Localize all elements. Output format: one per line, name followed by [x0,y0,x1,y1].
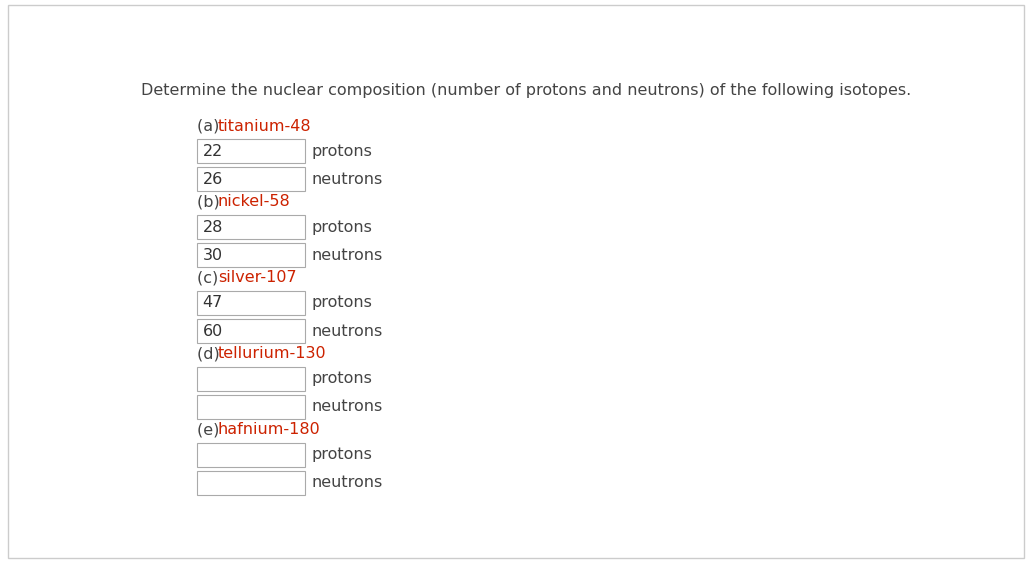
Text: Determine the nuclear composition (number of protons and neutrons) of the follow: Determine the nuclear composition (numbe… [141,83,911,98]
Text: 60: 60 [202,324,223,338]
FancyBboxPatch shape [197,319,305,343]
Text: neutrons: neutrons [312,324,383,338]
Text: protons: protons [312,144,373,159]
Text: 22: 22 [202,144,223,159]
Text: silver-107: silver-107 [218,270,296,285]
Text: neutrons: neutrons [312,475,383,490]
Text: neutrons: neutrons [312,248,383,263]
FancyBboxPatch shape [197,395,305,419]
Text: hafnium-180: hafnium-180 [218,422,321,437]
Text: (b): (b) [197,194,225,209]
Text: 28: 28 [202,220,223,235]
Text: 47: 47 [202,296,223,310]
Text: (c): (c) [197,270,223,285]
Text: neutrons: neutrons [312,400,383,414]
Text: protons: protons [312,220,373,235]
FancyBboxPatch shape [197,243,305,267]
Text: nickel-58: nickel-58 [218,194,291,209]
Text: neutrons: neutrons [312,172,383,187]
Text: (e): (e) [197,422,225,437]
Text: 26: 26 [202,172,223,187]
Text: protons: protons [312,296,373,310]
Text: 30: 30 [202,248,223,263]
FancyBboxPatch shape [197,367,305,391]
FancyBboxPatch shape [197,139,305,163]
Text: (d): (d) [197,346,225,361]
Text: protons: protons [312,372,373,386]
FancyBboxPatch shape [197,291,305,315]
FancyBboxPatch shape [197,471,305,495]
Text: titanium-48: titanium-48 [218,119,312,133]
FancyBboxPatch shape [197,215,305,239]
FancyBboxPatch shape [197,167,305,191]
Text: (a): (a) [197,119,225,133]
Text: protons: protons [312,447,373,462]
FancyBboxPatch shape [197,443,305,467]
Text: tellurium-130: tellurium-130 [218,346,326,361]
